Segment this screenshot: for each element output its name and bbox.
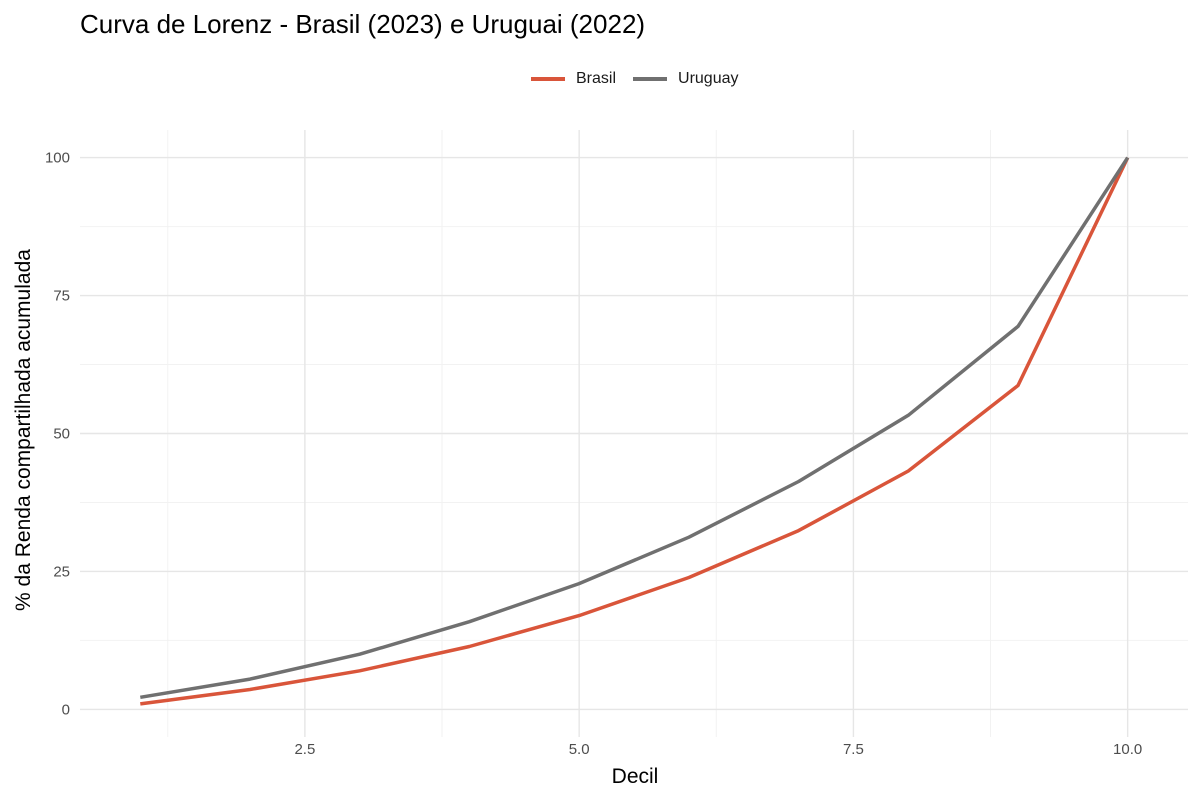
legend-label-uruguay: Uruguay	[678, 70, 739, 87]
chart-title: Curva de Lorenz - Brasil (2023) e Urugua…	[80, 9, 646, 39]
legend-item-brasil: Brasil	[531, 70, 616, 88]
legend: Brasil Uruguay	[531, 70, 756, 88]
legend-item-uruguay: Uruguay	[633, 70, 739, 88]
legend-swatch-brasil	[531, 77, 565, 81]
y-tick-label: 100	[45, 150, 70, 167]
grid	[80, 130, 1188, 737]
tick-labels: 2.5 5.0 7.5 10.0 0 25 50 75 100	[45, 150, 1142, 758]
legend-label-brasil: Brasil	[576, 70, 617, 87]
series-line-uruguay	[140, 156, 1130, 700]
y-tick-label: 75	[53, 288, 70, 305]
y-tick-label: 0	[62, 701, 70, 718]
series-lines	[140, 156, 1130, 706]
x-tick-label: 2.5	[294, 741, 315, 758]
y-axis-label: % da Renda compartilhada acumulada	[12, 249, 35, 611]
y-tick-label: 25	[53, 563, 70, 580]
series-line-brasil	[140, 156, 1130, 706]
x-tick-label: 5.0	[569, 741, 590, 758]
y-tick-label: 50	[53, 426, 70, 443]
x-tick-label: 7.5	[843, 741, 864, 758]
x-axis-label: Decil	[612, 765, 659, 788]
legend-swatch-uruguay	[633, 77, 668, 81]
x-tick-label: 10.0	[1113, 741, 1142, 758]
